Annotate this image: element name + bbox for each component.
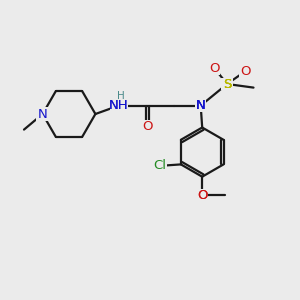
FancyBboxPatch shape <box>221 78 233 90</box>
Text: S: S <box>223 77 231 91</box>
Text: S: S <box>223 77 231 91</box>
FancyBboxPatch shape <box>221 78 233 90</box>
Text: N: N <box>196 99 206 112</box>
Text: N: N <box>196 99 206 112</box>
Text: NH: NH <box>109 99 129 112</box>
Text: O: O <box>240 65 250 78</box>
FancyBboxPatch shape <box>195 99 206 112</box>
Text: S: S <box>223 77 231 91</box>
FancyBboxPatch shape <box>221 78 233 90</box>
Text: Cl: Cl <box>153 159 166 172</box>
Text: O: O <box>209 62 220 75</box>
FancyBboxPatch shape <box>239 65 251 78</box>
Text: H: H <box>117 91 125 101</box>
FancyBboxPatch shape <box>152 160 167 172</box>
FancyBboxPatch shape <box>195 99 206 112</box>
FancyBboxPatch shape <box>36 107 49 121</box>
FancyBboxPatch shape <box>196 189 208 202</box>
Text: O: O <box>197 189 208 202</box>
FancyBboxPatch shape <box>196 189 208 202</box>
Text: N: N <box>38 107 47 121</box>
Text: O: O <box>142 120 153 133</box>
FancyBboxPatch shape <box>110 99 128 112</box>
FancyBboxPatch shape <box>142 120 153 133</box>
Text: NH: NH <box>109 99 129 112</box>
FancyBboxPatch shape <box>110 99 128 112</box>
Text: O: O <box>197 189 208 202</box>
FancyBboxPatch shape <box>221 78 233 90</box>
FancyBboxPatch shape <box>209 62 220 75</box>
Text: N: N <box>196 99 206 112</box>
Text: S: S <box>223 77 231 91</box>
FancyBboxPatch shape <box>195 99 206 112</box>
